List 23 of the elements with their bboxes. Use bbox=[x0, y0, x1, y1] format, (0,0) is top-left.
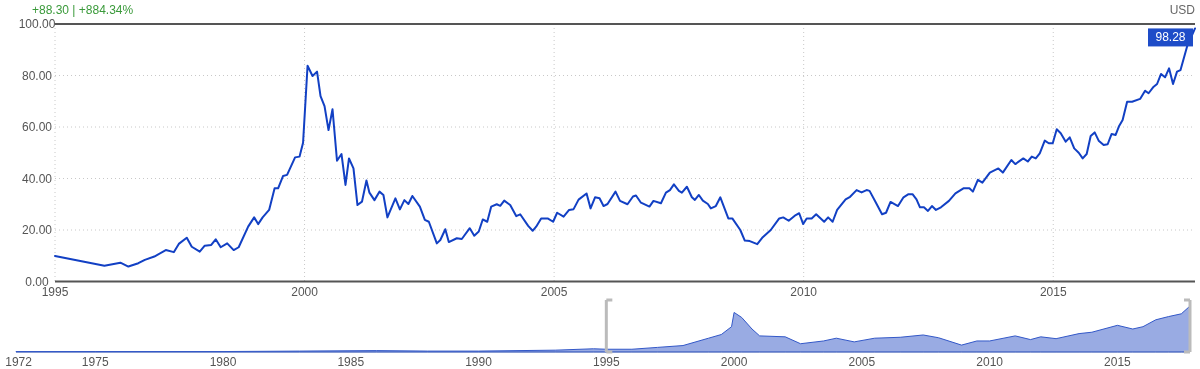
text: +88.30 | +884.34% bbox=[32, 3, 134, 17]
x-tick-label: 2015 bbox=[1039, 284, 1067, 299]
annotation: 98.28 bbox=[1155, 30, 1186, 45]
x-tick-label: 1972 bbox=[5, 355, 33, 369]
y-tick-label: 40.00 bbox=[21, 171, 53, 186]
x-tick-label: 1975 bbox=[81, 355, 109, 369]
text: USD bbox=[1169, 3, 1196, 17]
y-tick-label: 100.00 bbox=[18, 17, 56, 32]
x-tick-label: 2015 bbox=[1104, 355, 1132, 369]
y-tick-label: 60.00 bbox=[21, 120, 53, 135]
line-series bbox=[54, 27, 1196, 268]
x-tick-label: 1995 bbox=[592, 355, 620, 369]
y-tick-label: 80.00 bbox=[21, 68, 53, 83]
y-tick-label: 20.00 bbox=[21, 223, 53, 238]
x-tick-label: 2010 bbox=[976, 355, 1004, 369]
x-tick-label: 2000 bbox=[291, 284, 319, 299]
x-tick-label: 1980 bbox=[209, 355, 237, 369]
x-tick-label: 2005 bbox=[848, 355, 876, 369]
x-tick-label: 1985 bbox=[337, 355, 365, 369]
x-tick-label: 2010 bbox=[790, 284, 818, 299]
x-tick-label: 2005 bbox=[540, 284, 568, 299]
x-tick-label: 2000 bbox=[720, 355, 748, 369]
x-tick-label: 1990 bbox=[465, 355, 493, 369]
